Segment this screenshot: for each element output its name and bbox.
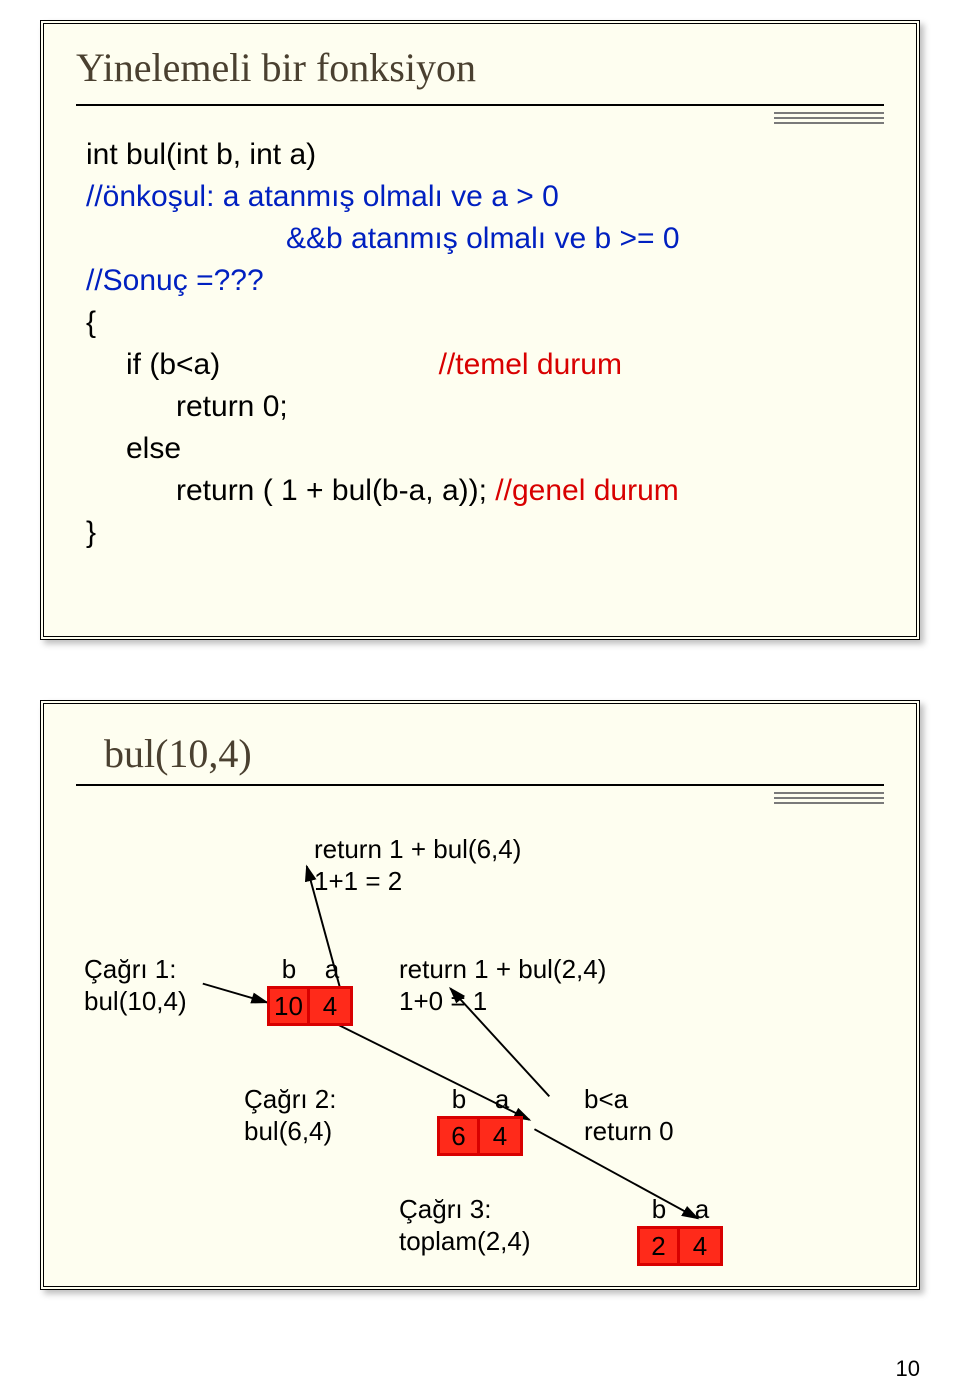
page-number: 10 [896,1356,920,1382]
slide1-code: int bul(int b, int a) //önkoşul: a atanm… [86,134,874,554]
code-comment: //Sonuç =??? [86,264,264,297]
slide2-title: bul(10,4) [104,730,252,777]
return-2-eval: 1+0 = 1 [399,986,487,1017]
code-comment: //önkoşul: a atanmış olmalı ve a > 0 [86,180,559,213]
pair1-b: 10 [270,989,310,1023]
pair3-hdr-a: a [682,1194,722,1225]
pair-3: 2 4 [637,1226,723,1266]
return-2: return 1 + bul(2,4) [399,954,606,985]
title-rule-accent [774,112,884,126]
pair3-hdr-b: b [639,1194,679,1225]
code-comment: //temel durum [439,348,622,381]
title-rule-accent [774,792,884,806]
code-brace: { [86,306,96,339]
code-line: if (b<a) [86,344,220,386]
call-1-label: Çağrı 1: [84,954,177,985]
code-brace: } [86,516,96,549]
code-comment: &&b atanmış olmalı ve b >= 0 [86,218,680,260]
call-2-fn: bul(6,4) [244,1116,332,1147]
slide-1: Yinelemeli bir fonksiyon int bul(int b, … [40,20,920,640]
call-3-label: Çağrı 3: [399,1194,492,1225]
return-3a: b<a [584,1084,628,1115]
pair-2: 6 4 [437,1116,523,1156]
return-1-eval: 1+1 = 2 [314,866,402,897]
pair2-a: 4 [480,1119,520,1153]
code-line: int bul(int b, int a) [86,138,316,171]
title-rule [76,104,884,106]
pair1-hdr-a: a [312,954,352,985]
code-line: return ( 1 + bul(b-a, a)); [86,470,487,512]
pair-1: 10 4 [267,986,353,1026]
code-line: return 0; [86,386,288,428]
pair2-b: 6 [440,1119,480,1153]
slide-2: bul(10,4) re [40,700,920,1290]
call-2-label: Çağrı 2: [244,1084,337,1115]
return-1: return 1 + bul(6,4) [314,834,521,865]
pair3-b: 2 [640,1229,680,1263]
code-comment: //genel durum [487,474,679,507]
pair2-hdr-a: a [482,1084,522,1115]
pair1-hdr-b: b [269,954,309,985]
code-line: else [86,428,181,470]
return-3b: return 0 [584,1116,674,1147]
call-3-fn: toplam(2,4) [399,1226,531,1257]
pair2-hdr-b: b [439,1084,479,1115]
arrows-svg [84,824,876,1256]
recursion-diagram: return 1 + bul(6,4) 1+1 = 2 Çağrı 1: bul… [84,824,876,1256]
page: Yinelemeli bir fonksiyon int bul(int b, … [0,0,960,1394]
title-rule [76,784,884,786]
slide1-title: Yinelemeli bir fonksiyon [76,44,476,91]
call-1-fn: bul(10,4) [84,986,187,1017]
pair3-a: 4 [680,1229,720,1263]
pair1-a: 4 [310,989,350,1023]
